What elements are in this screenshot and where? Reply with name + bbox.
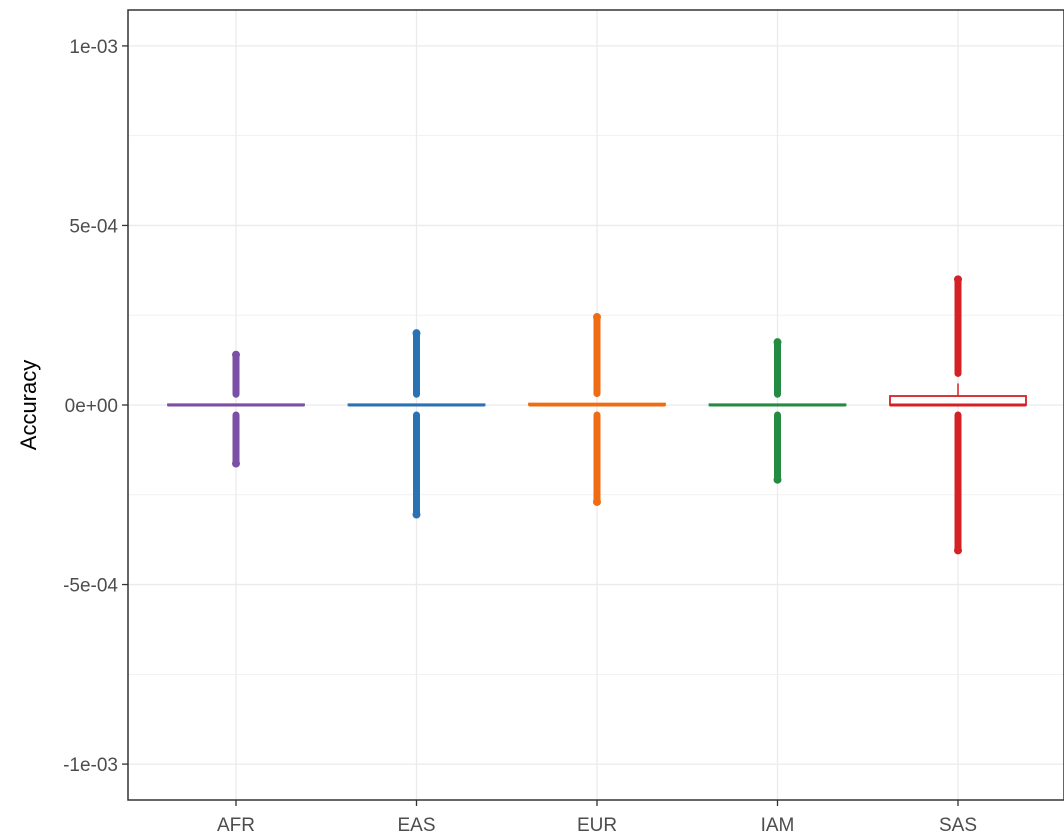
- outlier-max-point: [954, 275, 962, 284]
- x-tick-label: AFR: [217, 815, 255, 836]
- outlier-max-point: [412, 329, 421, 338]
- y-tick-label: 5e-04: [69, 216, 118, 237]
- outlier-max-point: [232, 350, 240, 359]
- box-group-sas: [889, 275, 1027, 555]
- outlier-min-point: [593, 497, 601, 506]
- x-tick-label: EAS: [397, 815, 435, 836]
- box-group-afr: [167, 350, 305, 468]
- x-axis: AFR EAS EUR IAM SAS: [217, 800, 977, 836]
- y-tick-label: -5e-04: [63, 576, 118, 597]
- outlier-max-point: [773, 338, 782, 347]
- y-axis: -1e-03 -5e-04 0e+00 5e-04 1e-03: [63, 37, 128, 776]
- y-tick-label: 0e+00: [65, 396, 118, 417]
- x-tick-label: SAS: [939, 815, 977, 836]
- box-group-eur: [528, 313, 666, 506]
- x-tick-label: IAM: [761, 815, 795, 836]
- x-tick-label: EUR: [577, 815, 617, 836]
- box-group-eas: [347, 329, 486, 519]
- outlier-min-point: [412, 510, 421, 519]
- box-group-iam: [708, 338, 847, 484]
- outlier-min-point: [954, 546, 962, 555]
- y-axis-title: Accuracy: [16, 360, 41, 450]
- outlier-max-point: [593, 313, 601, 322]
- y-tick-label: -1e-03: [63, 755, 118, 776]
- y-tick-label: 1e-03: [69, 37, 118, 58]
- outlier-min-point: [232, 459, 240, 468]
- outlier-min-point: [773, 475, 782, 484]
- boxes: [167, 275, 1027, 555]
